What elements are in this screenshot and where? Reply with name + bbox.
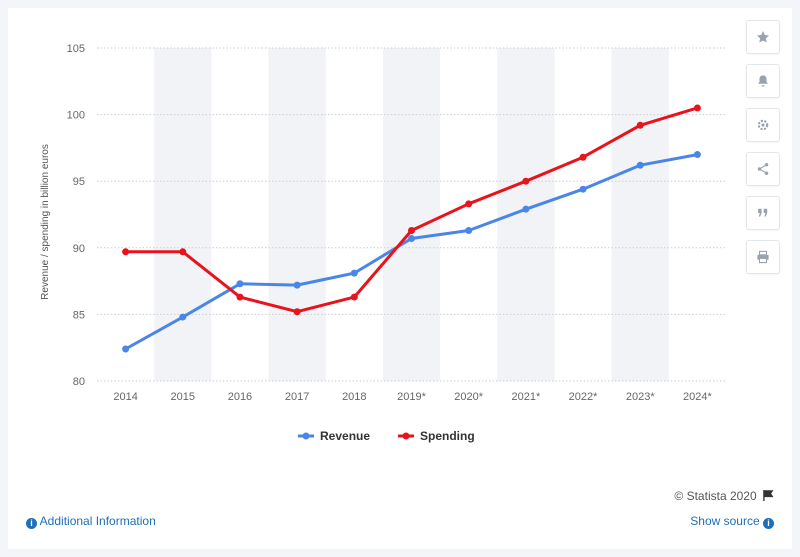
notification-button[interactable] [746,64,780,98]
additional-information-label: Additional Information [39,514,156,528]
data-point-revenue [122,345,130,353]
copyright-credit[interactable]: © Statista 2020 [674,489,774,503]
quote-icon [758,208,768,217]
legend-swatch-marker [402,432,410,440]
data-point-spending [179,248,187,256]
credit-text: © Statista 2020 [674,489,757,503]
alternating-column-bands [154,48,669,381]
x-tick-label: 2019* [397,391,426,403]
data-point-spending [122,248,130,256]
data-point-revenue [408,234,415,242]
data-point-spending [465,200,473,208]
data-point-revenue [579,185,587,193]
x-tick-label: 2024* [683,391,712,403]
additional-information-link[interactable]: i Additional Information [26,514,156,529]
data-point-spending [522,177,530,185]
column-band [154,48,212,381]
favorite-button[interactable] [746,20,780,54]
cite-button[interactable] [746,196,780,230]
show-source-label: Show source [690,514,760,528]
data-point-revenue [293,281,301,289]
data-point-revenue [693,151,701,159]
info-icon: i [763,518,774,529]
data-point-spending [636,121,644,129]
data-point-spending [236,293,244,301]
x-axis-ticks: 2014 2015 2016 2017 2018 2019* 2020* 2021* 2022*… [113,391,712,403]
column-band [382,48,441,381]
x-tick-label: 2018 [342,391,366,403]
data-point-spending [693,104,701,112]
y-tick-label: 90 [73,243,85,255]
data-point-spending [350,293,358,301]
print-icon [757,250,769,264]
legend-label: Revenue [320,429,370,443]
y-axis-ticks: 80 85 90 95 100 105 [67,43,85,388]
toolbar [746,20,780,284]
y-tick-label: 95 [73,176,85,188]
legend: Revenue Spending [298,429,475,443]
data-point-spending [293,308,301,316]
y-tick-label: 100 [67,110,85,122]
info-icon: i [26,518,37,529]
data-point-spending [408,226,415,234]
flag-icon [763,490,774,501]
show-source-link[interactable]: Show source i [690,514,774,529]
x-tick-label: 2020* [454,391,483,403]
data-point-revenue [522,205,530,213]
share-icon [757,163,769,175]
star-icon [756,31,770,43]
x-tick-label: 2022* [569,391,598,403]
y-tick-label: 105 [67,43,85,55]
y-tick-label: 80 [73,376,85,388]
legend-swatch-marker [302,432,310,440]
data-point-revenue [465,226,473,234]
chart-card: 80 85 90 95 100 105 2014 2015 2016 2017 2018 2019*… [8,8,792,549]
x-tick-label: 2023* [626,391,655,403]
x-tick-label: 2016 [228,391,252,403]
x-tick-label: 2014 [113,391,137,403]
print-button[interactable] [746,240,780,274]
data-point-revenue [350,269,358,277]
column-band [268,48,326,381]
settings-button[interactable] [746,108,780,142]
legend-label: Spending [420,429,475,443]
data-point-spending [579,153,587,161]
bell-icon [758,75,768,87]
column-band [497,48,555,381]
column-band [611,48,669,381]
y-tick-label: 85 [73,309,85,321]
series-points [122,104,701,353]
x-tick-label: 2015 [171,391,195,403]
gear-icon [757,119,769,131]
line-chart: 80 85 90 95 100 105 2014 2015 2016 2017 2018 2019*… [40,43,726,443]
data-point-revenue [236,280,244,288]
x-tick-label: 2017 [285,391,309,403]
x-tick-label: 2021* [511,391,540,403]
data-point-revenue [636,161,644,169]
y-axis-title: Revenue / spending in billion euros [40,144,51,300]
data-point-revenue [179,313,187,321]
share-button[interactable] [746,152,780,186]
